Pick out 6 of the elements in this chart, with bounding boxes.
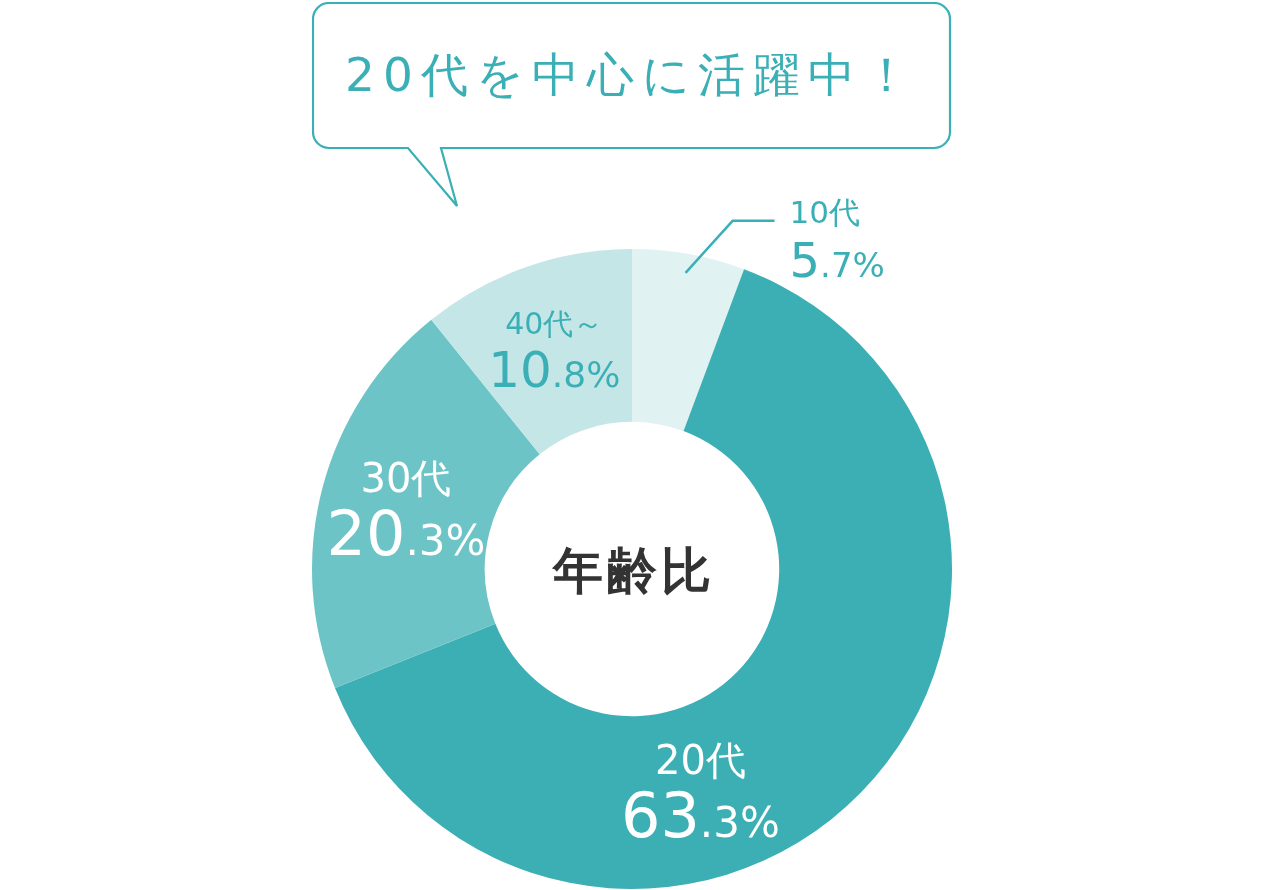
slice-label: 40代～ (505, 305, 604, 341)
data-label: 5.7% (789, 231, 885, 288)
data-label: 10.8% (488, 340, 621, 399)
slice-label: 10代 (789, 193, 861, 230)
text: 年齢比 (551, 541, 716, 602)
text: 20代を中心に活躍中！ (345, 46, 918, 104)
